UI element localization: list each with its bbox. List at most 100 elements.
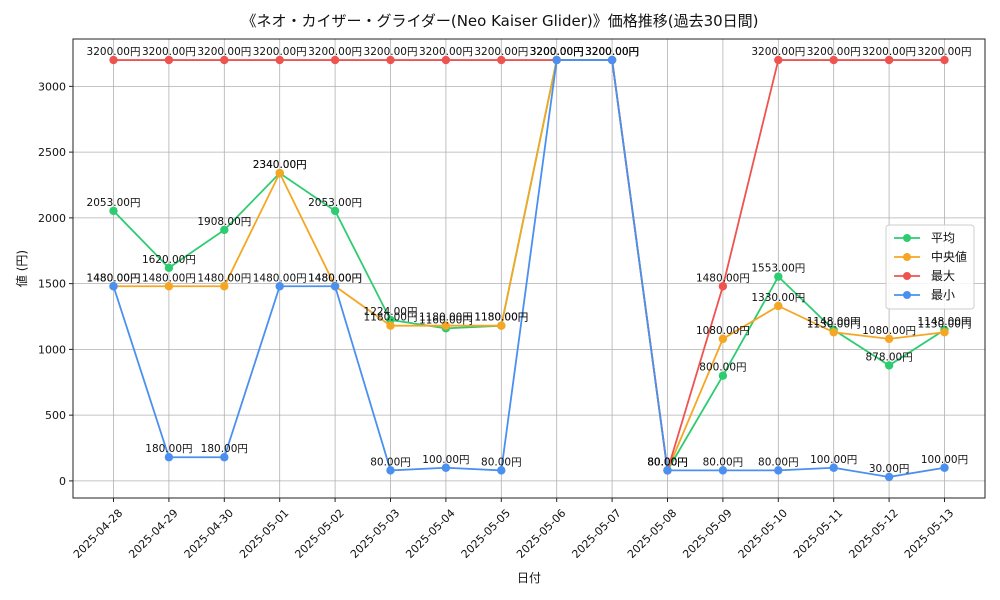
- legend-label: 最大: [931, 269, 955, 283]
- data-label: 1130.00円: [918, 318, 972, 330]
- data-point: [718, 334, 728, 344]
- data-point: [663, 466, 672, 475]
- data-label: 1180.00円: [419, 312, 473, 324]
- data-point: [386, 315, 395, 325]
- x-tick-label: 2025-05-10: [736, 507, 790, 561]
- data-point: [884, 334, 894, 344]
- data-label: 878.00円: [865, 351, 912, 363]
- data-point: [940, 328, 949, 337]
- data-label: 3200.00円: [530, 46, 584, 58]
- data-point: [164, 263, 174, 273]
- data-label: 3200.00円: [918, 46, 972, 58]
- grid-layer: [73, 39, 985, 498]
- data-label: 3200.00円: [530, 46, 584, 58]
- data-point: [164, 55, 174, 65]
- data-point: [552, 55, 561, 65]
- x-axis-label: 日付: [517, 571, 541, 585]
- data-point: [774, 272, 783, 281]
- y-tick-label: 2000: [38, 212, 66, 225]
- legend-label: 最小: [931, 288, 955, 302]
- data-label: 3200.00円: [585, 46, 639, 58]
- data-point: [220, 55, 229, 65]
- data-point: [774, 466, 783, 475]
- data-label: 80.00円: [481, 456, 522, 468]
- y-tick-label: 3000: [38, 80, 66, 93]
- data-point: [940, 55, 949, 65]
- data-label: 80.00円: [647, 456, 688, 468]
- series-line-1: [113, 59, 945, 474]
- data-label: 80.00円: [647, 456, 688, 468]
- x-tick-label: 2025-05-11: [791, 507, 845, 561]
- x-tick-label: 2025-04-30: [182, 507, 236, 561]
- data-point: [109, 206, 118, 216]
- data-label: 80.00円: [647, 456, 688, 468]
- data-point: [829, 328, 838, 337]
- data-label: 3200.00円: [142, 46, 196, 58]
- data-label: 80.00円: [370, 456, 411, 468]
- data-label: 1908.00円: [197, 216, 251, 228]
- x-tick-label: 2025-04-29: [126, 507, 180, 561]
- legend-marker: [903, 234, 911, 242]
- data-label: 3200.00円: [364, 46, 418, 58]
- plot-frame: [72, 38, 986, 499]
- legend-marker: [903, 253, 911, 261]
- data-label: 3200.00円: [308, 46, 362, 58]
- data-label: 1180.00円: [364, 312, 418, 324]
- x-tick-label: 2025-05-04: [403, 507, 457, 561]
- data-label: 2053.00円: [87, 197, 141, 209]
- x-tick-label: 2025-05-07: [569, 507, 623, 561]
- data-label: 3200.00円: [807, 46, 861, 58]
- data-point: [220, 225, 229, 235]
- data-label: 3200.00円: [530, 46, 584, 58]
- data-point: [164, 282, 174, 291]
- data-label: 80.00円: [758, 456, 799, 468]
- data-label: 3200.00円: [474, 46, 528, 58]
- data-point: [275, 55, 284, 65]
- data-label: 1553.00円: [751, 263, 805, 275]
- x-tick-label: 2025-05-12: [846, 507, 900, 561]
- x-tick-label: 2025-05-08: [625, 507, 679, 561]
- data-label: 1480.00円: [308, 272, 362, 284]
- data-point: [164, 453, 174, 462]
- data-point: [275, 168, 284, 178]
- data-point: [829, 463, 838, 472]
- data-label: 100.00円: [422, 454, 469, 466]
- data-label: 1330.00円: [751, 292, 805, 304]
- data-point: [275, 282, 284, 291]
- data-label: 3200.00円: [197, 46, 251, 58]
- data-label: 1224.00円: [364, 306, 418, 318]
- data-label: 1480.00円: [253, 272, 307, 284]
- data-label: 1480.00円: [696, 272, 750, 284]
- data-point: [497, 466, 506, 475]
- data-label: 2340.00円: [253, 159, 307, 171]
- chart-title: 《ネオ・カイザー・グライダー(Neo Kaiser Glider)》価格推移(過…: [241, 12, 759, 30]
- data-label: 1620.00円: [142, 254, 196, 266]
- data-label: 180.00円: [201, 443, 248, 455]
- data-point: [109, 282, 118, 291]
- y-tick-label: 0: [59, 475, 66, 488]
- y-tick-label: 500: [45, 409, 66, 422]
- x-tick-label: 2025-05-01: [237, 507, 291, 561]
- data-point: [829, 55, 838, 65]
- data-label: 80.00円: [703, 456, 744, 468]
- data-label: 1180.00円: [474, 312, 528, 324]
- data-point: [330, 55, 340, 65]
- data-point: [330, 282, 340, 291]
- data-label: 800.00円: [699, 362, 746, 374]
- data-label: 180.00円: [145, 443, 192, 455]
- data-point: [330, 206, 340, 216]
- data-label: 80.00円: [647, 456, 688, 468]
- data-point: [774, 55, 783, 65]
- data-point: [497, 55, 506, 65]
- data-label: 3200.00円: [87, 46, 141, 58]
- data-point: [884, 361, 894, 370]
- data-label: 1080.00円: [862, 325, 916, 337]
- data-label: 100.00円: [810, 454, 857, 466]
- data-point: [718, 282, 728, 291]
- data-label: 100.00円: [921, 454, 968, 466]
- data-label: 1160.00円: [419, 314, 473, 326]
- legend-marker: [903, 291, 911, 299]
- data-label: 3200.00円: [585, 46, 639, 58]
- x-tick-label: 2025-04-28: [71, 507, 125, 561]
